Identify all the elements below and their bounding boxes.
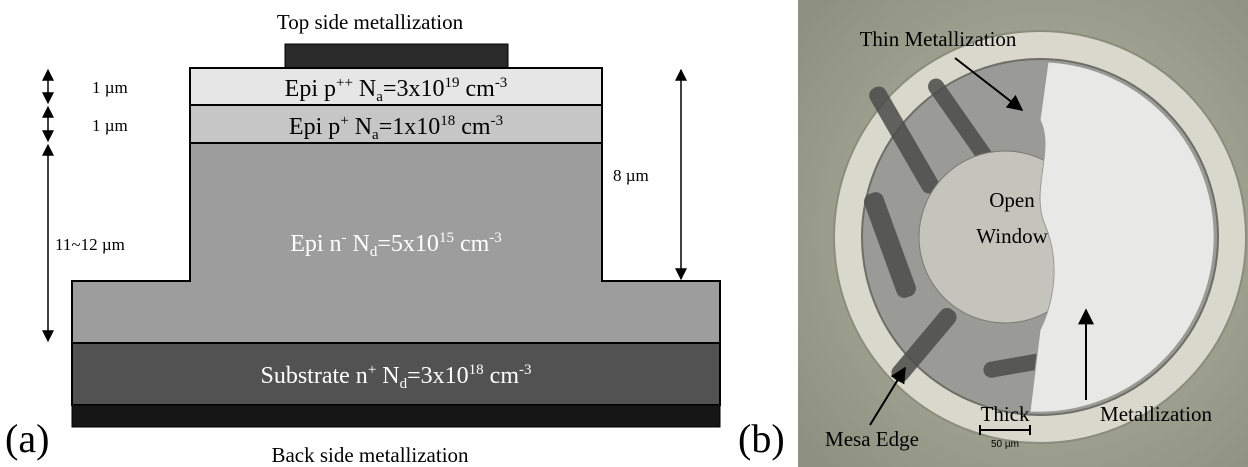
layer-p-plus-plus [189, 67, 603, 106]
layer-label-part: -3 [519, 362, 532, 378]
layer-label-part: N [347, 231, 370, 257]
annotation: Thick [981, 402, 1030, 426]
layer-label-part: a [372, 127, 379, 143]
annotation: Open [989, 188, 1035, 212]
layer-p-plus [189, 104, 603, 144]
layer-label-part: Epi n [290, 231, 341, 257]
layer-label-part: + [340, 113, 348, 129]
top-label: Top side metallization [277, 10, 464, 34]
layer-label-part: d [400, 376, 408, 392]
layer-label: Epi n- Nd=5x1015 cm-3 [290, 230, 502, 260]
layer-label-part: 18 [469, 362, 484, 378]
dim-label: 8 µm [613, 166, 649, 185]
layer-label-part: 19 [444, 75, 459, 91]
layer-label-part: ++ [336, 75, 353, 91]
layer-label-part: N [353, 76, 376, 102]
layer-label-part: =3x10 [383, 76, 445, 102]
layer-label-part: - [342, 230, 347, 246]
panel-label: (b) [738, 416, 785, 461]
layer-label-part: Epi p [289, 114, 340, 140]
annotation: Window [976, 224, 1048, 248]
dim-label: 1 µm [92, 78, 128, 97]
top-metal [284, 43, 509, 69]
annotation: Thin Metallization [860, 27, 1017, 51]
bottom-label: Back side metallization [271, 443, 469, 467]
layer-label-part: Substrate n [260, 363, 367, 389]
arrow [869, 366, 906, 426]
arrow [954, 57, 1024, 111]
dim-label: 11~12 µm [55, 235, 125, 254]
layer-label-part: 18 [440, 113, 455, 129]
layer-label-part: cm [455, 114, 491, 140]
layer-label-part: -3 [495, 75, 508, 91]
layer-substrate [71, 342, 721, 406]
back-metal [71, 404, 721, 428]
layer-label-part: d [370, 244, 378, 260]
annotation: Mesa Edge [825, 427, 919, 451]
layer-label-part: N [376, 363, 399, 389]
layer-label-part: cm [459, 76, 495, 102]
thick-metal [1029, 61, 1215, 413]
panel-b: Thin Metallization Open Window Mesa Edge… [738, 0, 1248, 467]
layer-label-part: N [349, 114, 372, 140]
layer-label-part: =5x10 [377, 231, 439, 257]
layer-label-part: cm [484, 363, 520, 389]
panel-a: Top side metallization Back side metalli… [5, 10, 721, 467]
dim-label: 1 µm [92, 116, 128, 135]
layer-label-part: =1x10 [379, 114, 441, 140]
layer-label: Epi p+ Na=1x1018 cm-3 [289, 113, 503, 143]
layer-label: Epi p++ Na=3x1019 cm-3 [285, 75, 508, 105]
layer-label-part: a [376, 89, 383, 105]
annotation: Metallization [1100, 402, 1212, 426]
layer-label-part: -3 [489, 230, 502, 246]
layer-label-part: =3x10 [407, 363, 469, 389]
layer-label-part: 15 [439, 230, 454, 246]
panel-label: (a) [5, 416, 49, 461]
layer-label-part: -3 [491, 113, 504, 129]
layer-label-part: cm [454, 231, 490, 257]
layer-label: Substrate n+ Nd=3x1018 cm-3 [260, 362, 531, 392]
layer-label-part: + [368, 362, 376, 378]
layer-label-part: Epi p [285, 76, 336, 102]
scale-label: 50 µm [991, 439, 1019, 450]
